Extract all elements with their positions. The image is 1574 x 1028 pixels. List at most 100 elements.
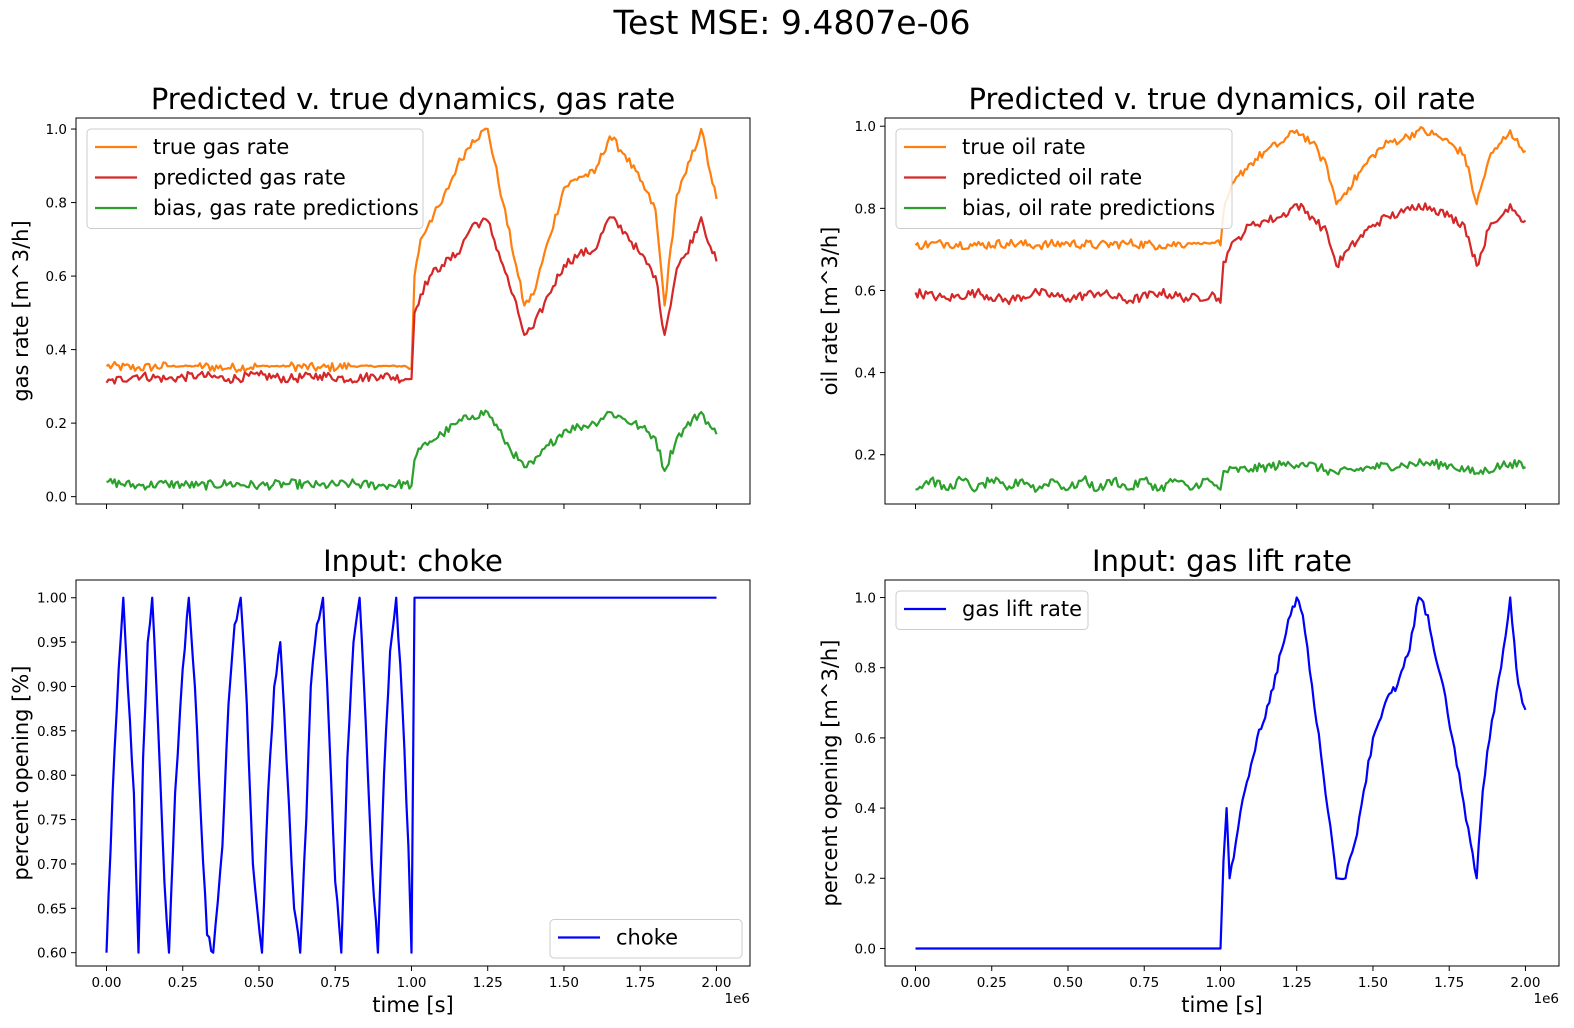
figure-suptitle: Test MSE: 9.4807e-06 <box>612 3 970 42</box>
panel-title: Predicted v. true dynamics, gas rate <box>151 82 675 116</box>
panel-gas-rate: Predicted v. true dynamics, gas rate gas… <box>9 82 751 509</box>
y-tick-label: 1.00 <box>37 591 67 607</box>
series-line-predicted-gas-rate <box>105 216 718 385</box>
series-line-predicted-oil-rate <box>914 202 1527 306</box>
legend-label: true oil rate <box>962 135 1086 159</box>
y-tick-label: 0.6 <box>855 731 876 747</box>
x-tick-label: 0.75 <box>1129 975 1159 991</box>
series-line-bias-gas-rate-predictions <box>106 409 718 491</box>
y-tick-label: 0.8 <box>855 661 876 677</box>
x-tick-label: 0.25 <box>977 975 1007 991</box>
y-tick-label: 0.65 <box>37 901 67 917</box>
axes-frame <box>75 579 751 967</box>
series-line-true-oil-rate <box>914 125 1527 251</box>
legend-label: predicted oil rate <box>962 166 1142 190</box>
y-tick-label: 0.4 <box>855 801 876 817</box>
x-tick-label: 0.00 <box>900 975 930 991</box>
x-tick-label: 1.75 <box>1434 975 1464 991</box>
y-tick-label: 0.70 <box>37 857 67 873</box>
panel-oil-rate: Predicted v. true dynamics, oil rate oil… <box>818 82 1560 509</box>
axes-frame <box>884 117 1560 505</box>
x-tick-label: 0.00 <box>91 975 121 991</box>
y-tick-label: 0.2 <box>855 871 876 887</box>
legend-label: choke <box>616 926 678 950</box>
y-axis-label: percent opening [m^3/h] <box>818 640 842 907</box>
series-line-gas-lift-rate <box>915 596 1527 950</box>
y-ticks: 0.0 0.2 0.4 0.6 0.8 1.0 <box>855 591 885 957</box>
x-tick-label: 0.75 <box>320 975 350 991</box>
legend-label: predicted gas rate <box>153 166 346 190</box>
x-tick-label: 1.25 <box>473 975 503 991</box>
legend-label: bias, gas rate predictions <box>153 196 419 220</box>
legend: true gas rate predicted gas rate bias, gas… <box>86 128 424 229</box>
panel-gas-lift-rate: Input: gas lift rate time [s] percent op… <box>818 544 1560 1017</box>
y-tick-label: 0.2 <box>855 448 876 464</box>
y-tick-label: 0.90 <box>37 679 67 695</box>
y-axis-label: gas rate [m^3/h] <box>9 220 33 401</box>
panel-title: Input: choke <box>323 544 503 578</box>
legend: true oil rate predicted oil rate bias, oil… <box>895 128 1233 229</box>
x-offset-label: 1e6 <box>1534 991 1559 1007</box>
panel-title: Predicted v. true dynamics, oil rate <box>969 82 1476 116</box>
y-tick-label: 1.0 <box>855 591 876 607</box>
y-tick-label: 0.60 <box>37 946 67 962</box>
x-tick-label: 1.75 <box>625 975 655 991</box>
y-tick-label: 0.2 <box>46 416 67 432</box>
x-axis-label: time [s] <box>372 993 453 1017</box>
series-line-true-gas-rate <box>105 127 718 373</box>
y-tick-label: 0.6 <box>46 269 67 285</box>
y-ticks: 0.2 0.4 0.6 0.8 1.0 <box>855 119 885 464</box>
y-tick-label: 0.6 <box>855 283 876 299</box>
x-tick-label: 1.00 <box>1205 975 1235 991</box>
y-tick-label: 1.0 <box>855 119 876 135</box>
y-axis-label: percent opening [%] <box>9 665 33 880</box>
y-tick-label: 0.0 <box>46 490 67 506</box>
axes-frame <box>75 117 751 505</box>
series-group <box>915 596 1527 950</box>
legend-label: true gas rate <box>153 135 289 159</box>
series-group <box>105 596 717 954</box>
x-ticks: 0.00 0.25 0.50 0.75 1.00 1.25 1.50 1.75 2.00 <box>900 966 1540 991</box>
y-tick-label: 0.95 <box>37 635 67 651</box>
series-line-bias-oil-rate-predictions <box>915 458 1527 493</box>
panel-title: Input: gas lift rate <box>1092 544 1352 578</box>
legend-box <box>549 919 743 959</box>
y-tick-label: 0.80 <box>37 768 67 784</box>
y-ticks: 0.0 0.2 0.4 0.6 0.8 1.0 <box>46 122 76 506</box>
y-tick-label: 0.85 <box>37 724 67 740</box>
x-ticks <box>914 504 1526 509</box>
y-axis-label: oil rate [m^3/h] <box>818 227 842 396</box>
x-tick-label: 1.00 <box>396 975 426 991</box>
panel-choke: Input: choke time [s] percent opening [%… <box>9 544 751 1017</box>
legend: gas lift rate <box>895 590 1089 630</box>
y-tick-label: 0.0 <box>855 941 876 957</box>
axes-frame <box>884 579 1560 967</box>
x-tick-label: 0.25 <box>168 975 198 991</box>
y-tick-label: 0.4 <box>855 366 876 382</box>
legend-box <box>895 590 1089 630</box>
series-group <box>914 125 1527 493</box>
x-tick-label: 1.25 <box>1282 975 1312 991</box>
x-offset-label: 1e6 <box>725 991 750 1007</box>
x-tick-label: 1.50 <box>549 975 579 991</box>
series-line-choke <box>105 596 717 954</box>
legend-label: bias, oil rate predictions <box>962 196 1215 220</box>
y-tick-label: 1.0 <box>46 122 67 138</box>
y-tick-label: 0.8 <box>855 201 876 217</box>
x-tick-label: 0.50 <box>244 975 274 991</box>
legend-box <box>86 128 424 229</box>
legend-box <box>895 128 1233 229</box>
legend: choke <box>549 919 743 959</box>
x-tick-label: 0.50 <box>1053 975 1083 991</box>
x-tick-label: 2.00 <box>701 975 731 991</box>
x-tick-label: 2.00 <box>1510 975 1540 991</box>
y-tick-label: 0.8 <box>46 196 67 212</box>
y-tick-label: 0.75 <box>37 813 67 829</box>
x-ticks: 0.00 0.25 0.50 0.75 1.00 1.25 1.50 1.75 2.00 <box>91 966 731 991</box>
y-tick-label: 0.4 <box>46 343 67 359</box>
x-ticks <box>105 504 717 509</box>
x-axis-label: time [s] <box>1181 993 1262 1017</box>
series-group <box>105 127 718 491</box>
legend-label: gas lift rate <box>962 597 1082 621</box>
